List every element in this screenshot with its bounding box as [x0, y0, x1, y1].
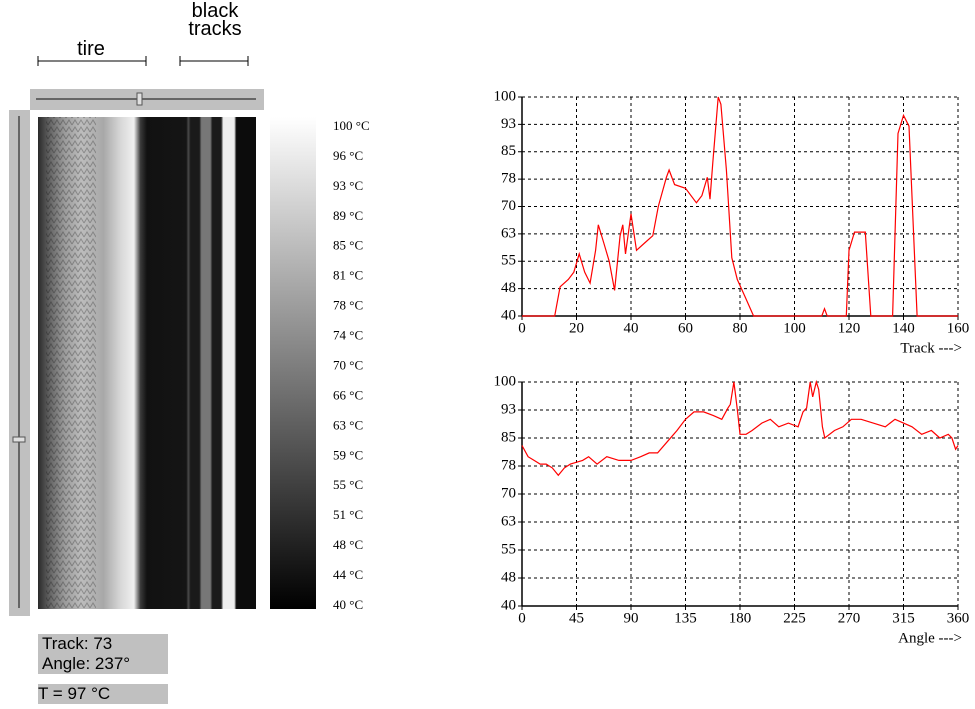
- track-readout: Track: 73: [38, 634, 168, 654]
- x-tick-label: 360: [947, 610, 970, 626]
- tire-tread: [46, 117, 96, 609]
- x-tick-label: 0: [518, 320, 526, 336]
- y-tick-label: 63: [501, 513, 516, 529]
- y-tick-label: 93: [501, 401, 516, 417]
- colorbar-label: 100 °C: [333, 118, 370, 133]
- x-tick-label: 0: [518, 610, 526, 626]
- colorbar-label: 96 °C: [333, 148, 363, 163]
- x-tick-label: 90: [624, 610, 639, 626]
- y-tick-label: 78: [501, 171, 516, 187]
- x-tick-label: 20: [569, 320, 584, 336]
- x-axis-label: Angle --->: [898, 630, 962, 646]
- x-tick-label: 40: [624, 320, 639, 336]
- colorbar-label: 70 °C: [333, 357, 363, 372]
- y-tick-label: 63: [501, 225, 516, 241]
- y-tick-label: 70: [501, 198, 516, 214]
- y-tick-label: 40: [501, 307, 516, 323]
- x-axis-label: Track --->: [900, 340, 962, 356]
- v-slider-thumb[interactable]: [13, 437, 25, 442]
- y-tick-label: 100: [494, 373, 517, 389]
- x-tick-label: 180: [729, 610, 752, 626]
- x-tick-label: 135: [674, 610, 697, 626]
- x-tick-label: 45: [569, 610, 584, 626]
- colorbar: [270, 117, 316, 609]
- temperature-readout: T = 97 °C: [38, 684, 168, 704]
- y-tick-label: 70: [501, 485, 516, 501]
- colorbar-label: 93 °C: [333, 178, 363, 193]
- colorbar-label: 55 °C: [333, 477, 363, 492]
- y-tick-label: 100: [494, 88, 517, 104]
- x-tick-label: 225: [783, 610, 806, 626]
- colorbar-label: 78 °C: [333, 298, 363, 313]
- y-tick-label: 48: [501, 280, 516, 296]
- x-tick-label: 100: [783, 320, 806, 336]
- y-tick-label: 55: [501, 541, 516, 557]
- screen: 100 °C 96 °C 93 °C 89 °C 85 °C 81 °C 78 °C 74 °…: [0, 0, 975, 709]
- colorbar-label: 66 °C: [333, 387, 363, 402]
- angle-readout: Angle: 237°: [38, 654, 168, 674]
- x-tick-label: 315: [892, 610, 915, 626]
- colorbar-label: 81 °C: [333, 268, 363, 283]
- y-tick-label: 93: [501, 116, 516, 132]
- x-tick-label: 140: [892, 320, 915, 336]
- y-tick-label: 40: [501, 597, 516, 613]
- y-tick-label: 85: [501, 429, 516, 445]
- x-tick-label: 270: [838, 610, 861, 626]
- colorbar-label: 51 °C: [333, 507, 363, 522]
- colorbar-label: 44 °C: [333, 567, 363, 582]
- colorbar-label: 89 °C: [333, 208, 363, 223]
- black-tracks-label: black tracks: [180, 2, 250, 38]
- y-tick-label: 55: [501, 253, 516, 269]
- y-tick-label: 48: [501, 569, 516, 585]
- x-tick-label: 60: [678, 320, 693, 336]
- x-tick-label: 160: [947, 320, 970, 336]
- colorbar-label: 48 °C: [333, 537, 363, 552]
- y-tick-label: 85: [501, 143, 516, 159]
- colorbar-label: 59 °C: [333, 447, 363, 462]
- x-tick-label: 80: [733, 320, 748, 336]
- h-slider-thumb[interactable]: [137, 93, 142, 105]
- tire-label: tire: [66, 40, 116, 58]
- colorbar-label: 85 °C: [333, 238, 363, 253]
- x-tick-label: 120: [838, 320, 861, 336]
- colorbar-label: 74 °C: [333, 328, 363, 343]
- colorbar-label: 63 °C: [333, 417, 363, 432]
- canvas: 100 °C 96 °C 93 °C 89 °C 85 °C 81 °C 78 °C 74 °…: [0, 0, 975, 709]
- y-tick-label: 78: [501, 457, 516, 473]
- colorbar-label: 40 °C: [333, 597, 363, 612]
